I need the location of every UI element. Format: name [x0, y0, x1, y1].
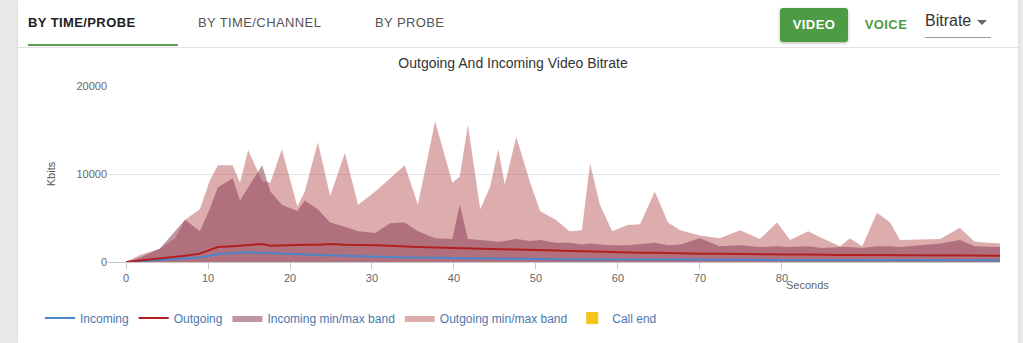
html-text:Bitrate: Bitrate: [925, 12, 972, 29]
svg-text:60: 60: [612, 272, 624, 284]
svg-text:20: 20: [284, 272, 296, 284]
svg-text:80: 80: [776, 272, 788, 284]
svg-text:Kbits: Kbits: [45, 161, 57, 186]
svg-text:Incoming min/max band: Incoming min/max band: [267, 312, 394, 326]
svg-text:20000: 20000: [76, 80, 107, 92]
html-text:VIDEO: VIDEO: [792, 17, 836, 32]
svg-text:10: 10: [202, 272, 214, 284]
html-text:BY TIME/PROBE: BY TIME/PROBE: [28, 15, 136, 30]
svg-text:0: 0: [123, 272, 129, 284]
svg-text:Outgoing min/max band: Outgoing min/max band: [440, 312, 567, 326]
svg-text:10000: 10000: [76, 168, 107, 180]
html-text:VOICE: VOICE: [864, 17, 908, 32]
svg-text:50: 50: [530, 272, 542, 284]
svg-text:0: 0: [101, 256, 107, 268]
svg-text:Outgoing And Incoming Video Bi: Outgoing And Incoming Video Bitrate: [398, 55, 628, 71]
svg-text:70: 70: [694, 272, 706, 284]
svg-text:40: 40: [448, 272, 460, 284]
svg-text:Incoming: Incoming: [80, 312, 129, 326]
html-text:BY PROBE: BY PROBE: [375, 15, 445, 30]
svg-text:30: 30: [366, 272, 378, 284]
svg-text:Call end: Call end: [612, 312, 656, 326]
svg-text:Seconds: Seconds: [786, 279, 829, 291]
svg-text:Outgoing: Outgoing: [174, 312, 223, 326]
html-text:BY TIME/CHANNEL: BY TIME/CHANNEL: [198, 15, 322, 30]
